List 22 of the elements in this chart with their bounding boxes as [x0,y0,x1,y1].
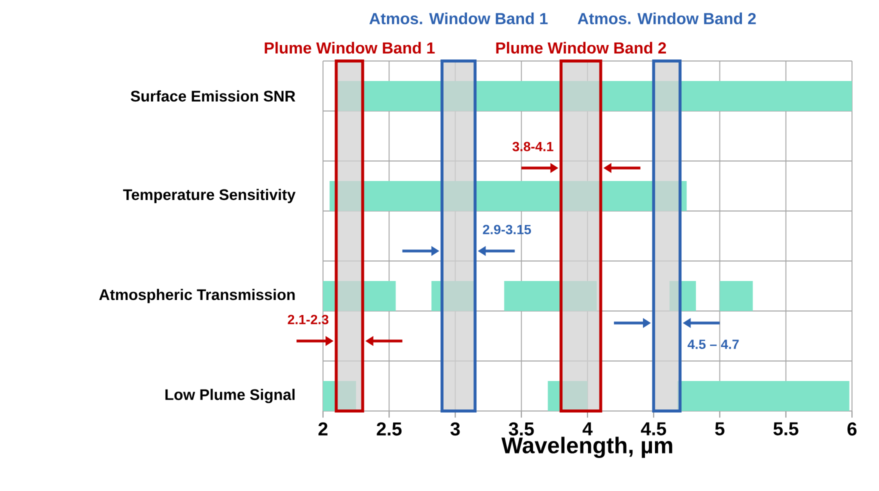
y-tick-label: Temperature Sensitivity [123,188,296,204]
annotation: 4.5 – 4.7 [688,340,739,349]
band-label: Atmos. Window Band 2 [578,12,756,24]
x-axis-title: Wavelength, µm [501,436,672,458]
band-label: Plume Window Band 1 [264,42,435,54]
y-tick-label: Surface Emission SNR [130,90,296,102]
annotation: 3.8-4.1 [512,142,554,152]
band-label: Atmos. Window Band 1 [369,12,548,24]
x-tick-label: 4 [582,422,593,436]
x-tick-label: 6 [847,422,857,436]
y-tick-label: Low Plume Signal [165,388,295,404]
x-tick-label: 4.5 [640,422,666,436]
band-label: Plume Window Band 2 [496,42,666,54]
x-tick-label: 5.5 [773,422,798,436]
x-tick-label: 2 [318,422,328,436]
y-tick-label: Atmospheric Transmission [99,288,295,304]
x-tick-label: 2.5 [376,422,402,436]
x-tick-label: 5 [715,422,724,436]
x-tick-label: 3 [450,422,460,436]
annotation: 2.1-2.3 [288,314,328,324]
x-tick-label: 3.5 [508,422,534,436]
annotation: 2.9-3.15 [482,224,531,234]
